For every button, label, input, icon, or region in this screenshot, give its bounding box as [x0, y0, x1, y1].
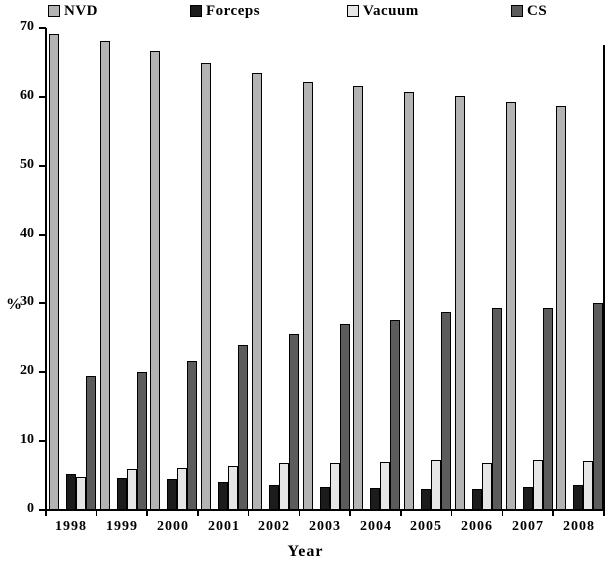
x-axis-title: Year: [0, 543, 611, 561]
bar-vacuum-2001: [228, 466, 238, 510]
x-tick-label-2001: 2001: [199, 519, 249, 535]
bar-nvd-2008: [556, 106, 566, 510]
bar-vacuum-2006: [482, 463, 492, 510]
x-tick-label-2007: 2007: [503, 519, 553, 535]
bar-cs-1998: [86, 376, 96, 510]
bar-forceps-2003: [320, 487, 330, 510]
bar-forceps-2004: [370, 488, 380, 510]
y-tick-label: 50: [6, 157, 34, 173]
bar-cs-2003: [340, 324, 350, 510]
y-tick-label: 20: [6, 363, 34, 379]
x-tick: [197, 510, 199, 516]
y-axis-line: [45, 28, 47, 511]
bar-cs-2001: [238, 345, 248, 510]
bar-forceps-2000: [167, 479, 177, 510]
y-tick: [39, 96, 46, 98]
y-tick-label: 0: [6, 501, 34, 517]
bar-vacuum-2002: [279, 463, 289, 510]
y-tick: [39, 165, 46, 167]
bar-nvd-2005: [404, 92, 414, 510]
y-tick-label: 40: [6, 226, 34, 242]
bar-forceps-2006: [472, 489, 482, 510]
bar-vacuum-2008: [583, 461, 593, 510]
x-tick-label-1999: 1999: [97, 519, 147, 535]
bar-nvd-1998: [49, 34, 59, 510]
bar-cs-2008: [593, 303, 603, 510]
y-tick: [39, 371, 46, 373]
bar-nvd-2007: [506, 102, 516, 510]
bar-forceps-2005: [421, 489, 431, 510]
x-tick: [96, 510, 98, 516]
x-tick: [400, 510, 402, 516]
bar-nvd-2006: [455, 96, 465, 510]
bar-vacuum-1999: [127, 469, 137, 510]
bar-cs-2000: [187, 361, 197, 510]
bar-cs-2004: [390, 320, 400, 510]
bar-vacuum-1998: [76, 477, 86, 510]
bar-nvd-2002: [252, 73, 262, 510]
x-tick: [349, 510, 351, 516]
bar-forceps-2008: [573, 485, 583, 510]
x-tick: [502, 510, 504, 516]
bar-cs-2002: [289, 334, 299, 510]
bar-cs-2006: [492, 308, 502, 510]
x-tick-label-2000: 2000: [148, 519, 198, 535]
x-tick: [451, 510, 453, 516]
bar-forceps-1998: [66, 474, 76, 510]
x-tick-label-2002: 2002: [249, 519, 299, 535]
y-tick: [39, 440, 46, 442]
x-tick-label-2004: 2004: [351, 519, 401, 535]
x-tick: [552, 510, 554, 516]
bar-vacuum-2000: [177, 468, 187, 510]
bar-forceps-2001: [218, 482, 228, 510]
y-tick-label: 70: [6, 19, 34, 35]
x-tick: [299, 510, 301, 516]
bar-chart-figure: NVDForcepsVacuumCS 010203040506070199819…: [0, 0, 611, 570]
bar-vacuum-2004: [380, 462, 390, 510]
bar-cs-2005: [441, 312, 451, 510]
bar-cs-2007: [543, 308, 553, 510]
bar-nvd-2001: [201, 63, 211, 510]
x-tick: [45, 510, 47, 516]
x-tick-label-2003: 2003: [300, 519, 350, 535]
right-axis-line: [603, 45, 605, 510]
plot-area: 0102030405060701998199920002001200220032…: [0, 0, 611, 570]
x-tick: [248, 510, 250, 516]
y-tick: [39, 302, 46, 304]
y-tick-label: 60: [6, 88, 34, 104]
bar-vacuum-2007: [533, 460, 543, 510]
bar-cs-1999: [137, 372, 147, 510]
bar-vacuum-2003: [330, 463, 340, 510]
x-tick: [603, 510, 605, 516]
y-axis-title: %: [6, 296, 22, 314]
bar-nvd-2004: [353, 86, 363, 510]
x-tick: [146, 510, 148, 516]
bar-vacuum-2005: [431, 460, 441, 510]
x-tick-label-2005: 2005: [401, 519, 451, 535]
bar-nvd-1999: [100, 41, 110, 510]
x-tick-label-1998: 1998: [46, 519, 96, 535]
bar-nvd-2003: [303, 82, 313, 510]
y-tick: [39, 234, 46, 236]
x-tick-label-2006: 2006: [452, 519, 502, 535]
y-tick: [39, 27, 46, 29]
x-tick-label-2008: 2008: [554, 519, 604, 535]
y-tick-label: 10: [6, 432, 34, 448]
bar-forceps-1999: [117, 478, 127, 510]
bar-forceps-2007: [523, 487, 533, 510]
bar-forceps-2002: [269, 485, 279, 510]
bar-nvd-2000: [150, 51, 160, 510]
